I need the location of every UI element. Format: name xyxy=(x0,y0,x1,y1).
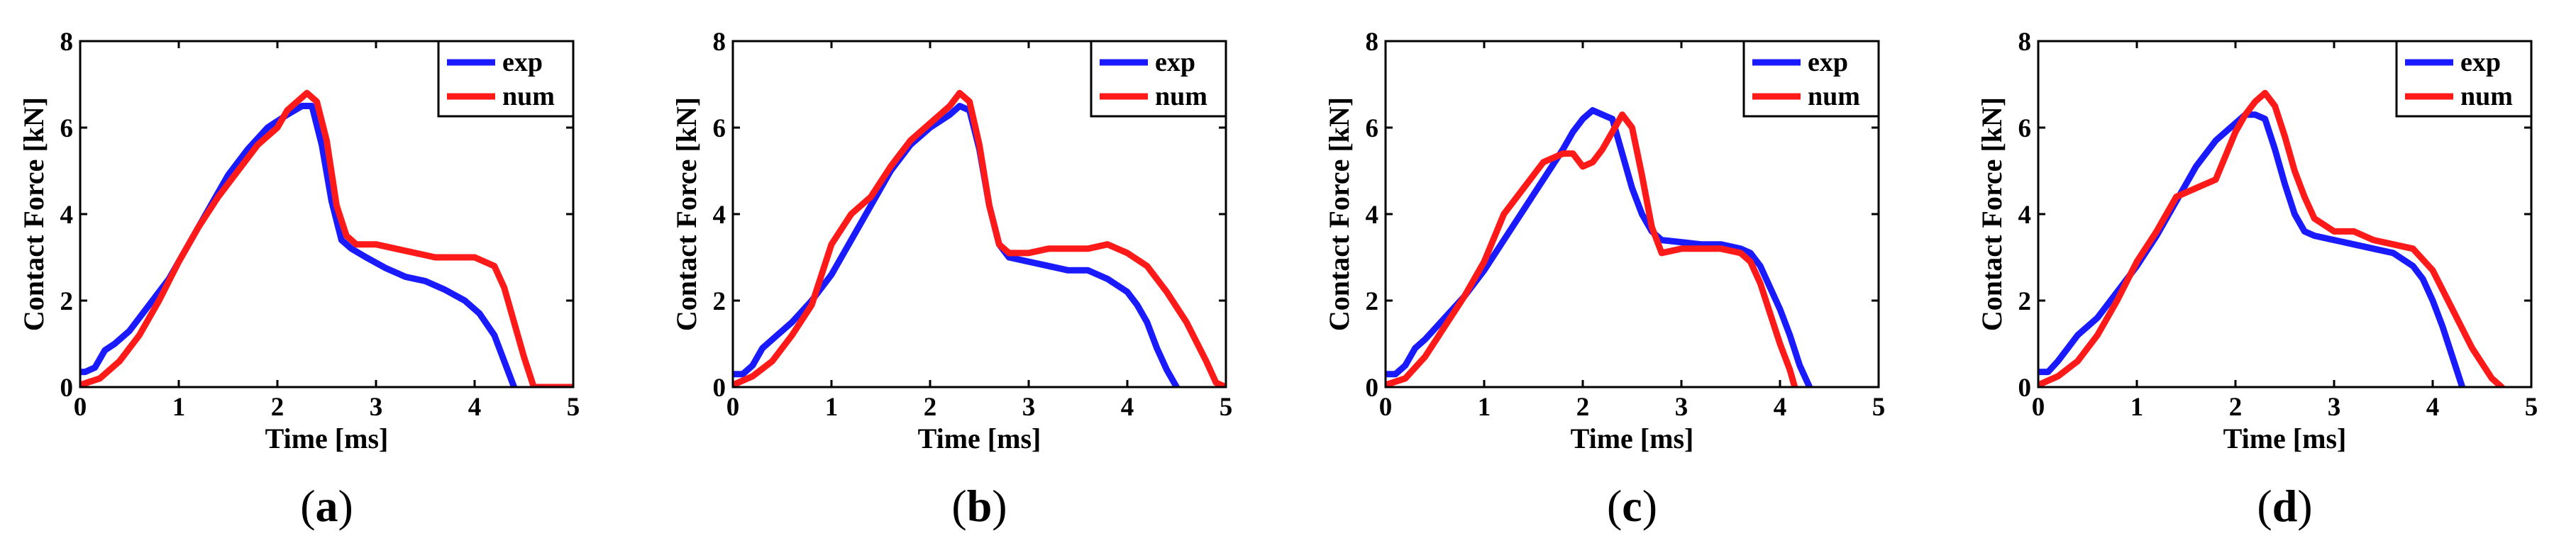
caption-letter: d xyxy=(2272,481,2298,531)
series-group xyxy=(733,89,1226,387)
caption-open-paren: ( xyxy=(1607,481,1622,531)
panel-caption: (b) xyxy=(951,481,1007,531)
legend-box xyxy=(2395,40,2533,118)
x-tick-label: 0 xyxy=(1379,393,1393,422)
series-line-exp xyxy=(80,103,518,387)
legend-label-num: num xyxy=(1155,82,1207,111)
x-tick-label: 3 xyxy=(1022,393,1036,422)
legend-box xyxy=(437,40,575,118)
y-tick-label: 2 xyxy=(1366,287,1379,316)
y-axis-label: Contact Force [kN] xyxy=(1976,97,2008,331)
legend-box xyxy=(1742,40,1880,118)
x-tick-label: 2 xyxy=(2229,393,2243,422)
x-tick-label: 5 xyxy=(567,393,580,422)
y-tick-label: 0 xyxy=(1366,374,1379,403)
x-axis-label: Time [ms] xyxy=(1571,423,1694,454)
caption-letter: c xyxy=(1622,481,1642,531)
legend: exp num xyxy=(437,40,575,118)
panel-caption: (a) xyxy=(300,481,353,531)
series-line-num xyxy=(2038,89,2505,387)
x-tick-label: 5 xyxy=(1220,393,1233,422)
legend: exp num xyxy=(1742,40,1880,118)
y-tick-label: 8 xyxy=(1366,28,1379,57)
legend-label-exp: exp xyxy=(502,47,543,77)
y-axis-label: Contact Force [kN] xyxy=(670,97,702,331)
legend-label-num: num xyxy=(502,82,555,111)
y-tick-label: 8 xyxy=(713,28,726,57)
caption-open-paren: ( xyxy=(2257,481,2272,531)
y-tick-label: 0 xyxy=(2018,374,2032,403)
chart-panel-c: 0 1 2 3 4 5 0 2 4 6 8 Time [ms] Contact Force [kN] ex… xyxy=(1323,28,1885,531)
x-tick-label: 1 xyxy=(1478,393,1491,422)
legend-label-exp: exp xyxy=(1155,47,1195,77)
x-tick-label: 1 xyxy=(2130,393,2144,422)
x-axis-label: Time [ms] xyxy=(918,423,1041,454)
y-axis-label: Contact Force [kN] xyxy=(1323,97,1355,331)
y-tick-label: 6 xyxy=(713,114,726,143)
caption-close-paren: ) xyxy=(992,481,1007,531)
y-tick-label: 0 xyxy=(713,374,726,403)
y-tick-label: 2 xyxy=(60,287,74,316)
caption-open-paren: ( xyxy=(300,481,315,531)
legend-label-exp: exp xyxy=(2460,47,2501,77)
caption-close-paren: ) xyxy=(2297,481,2312,531)
legend-label-exp: exp xyxy=(1808,47,1848,77)
x-tick-label: 4 xyxy=(2426,393,2440,422)
y-tick-label: 8 xyxy=(2018,28,2032,57)
y-tick-label: 6 xyxy=(1366,114,1379,143)
y-tick-label: 4 xyxy=(713,201,726,230)
caption-open-paren: ( xyxy=(951,481,966,531)
series-line-num xyxy=(80,89,573,387)
series-group xyxy=(1386,107,1813,387)
x-tick-label: 3 xyxy=(2328,393,2341,422)
caption-letter: a xyxy=(316,481,338,531)
x-tick-label: 0 xyxy=(726,393,740,422)
x-tick-label: 1 xyxy=(172,393,186,422)
x-tick-label: 0 xyxy=(2032,393,2045,422)
panel-caption: (c) xyxy=(1607,481,1657,531)
x-tick-label: 4 xyxy=(468,393,482,422)
x-tick-label: 4 xyxy=(1774,393,1787,422)
x-axis-label: Time [ms] xyxy=(2223,423,2347,454)
legend: exp num xyxy=(2395,40,2533,118)
x-axis-label: Time [ms] xyxy=(265,423,389,454)
caption-close-paren: ) xyxy=(1642,481,1657,531)
legend-label-num: num xyxy=(2460,82,2513,111)
y-tick-label: 6 xyxy=(2018,114,2032,143)
chart-panel-a: 0 1 2 3 4 5 0 2 4 6 8 Time [ms] Contact Force [kN] ex… xyxy=(18,28,580,531)
caption-close-paren: ) xyxy=(338,481,353,531)
y-tick-label: 2 xyxy=(713,287,726,316)
chart-panel-d: 0 1 2 3 4 5 0 2 4 6 8 Time [ms] Contact Force [kN] ex… xyxy=(1976,28,2538,531)
legend-box xyxy=(1090,40,1227,118)
series-line-exp xyxy=(2038,111,2466,387)
x-tick-label: 3 xyxy=(1675,393,1688,422)
y-axis-label: Contact Force [kN] xyxy=(18,97,50,331)
x-tick-label: 2 xyxy=(1576,393,1590,422)
y-tick-label: 2 xyxy=(2018,287,2032,316)
series-group xyxy=(2038,89,2505,387)
legend: exp num xyxy=(1090,40,1227,118)
y-tick-label: 4 xyxy=(60,201,74,230)
series-line-num xyxy=(733,89,1226,387)
series-line-num xyxy=(1386,111,1798,387)
y-tick-label: 4 xyxy=(1366,201,1379,230)
x-tick-label: 2 xyxy=(271,393,284,422)
x-tick-label: 4 xyxy=(1121,393,1134,422)
x-tick-label: 3 xyxy=(370,393,383,422)
y-tick-label: 6 xyxy=(60,114,74,143)
x-tick-label: 0 xyxy=(74,393,87,422)
y-tick-label: 4 xyxy=(2018,201,2032,230)
x-tick-label: 5 xyxy=(1872,393,1886,422)
x-tick-label: 1 xyxy=(825,393,839,422)
caption-letter: b xyxy=(967,481,993,531)
y-tick-label: 8 xyxy=(60,28,74,57)
y-tick-label: 0 xyxy=(60,374,74,403)
chart-panel-b: 0 1 2 3 4 5 0 2 4 6 8 Time [ms] Contact Force [kN] ex… xyxy=(670,28,1232,531)
legend-label-num: num xyxy=(1808,82,1860,111)
x-tick-label: 2 xyxy=(924,393,937,422)
panel-caption: (d) xyxy=(2257,481,2312,531)
series-group xyxy=(80,89,573,387)
x-tick-label: 5 xyxy=(2525,393,2538,422)
